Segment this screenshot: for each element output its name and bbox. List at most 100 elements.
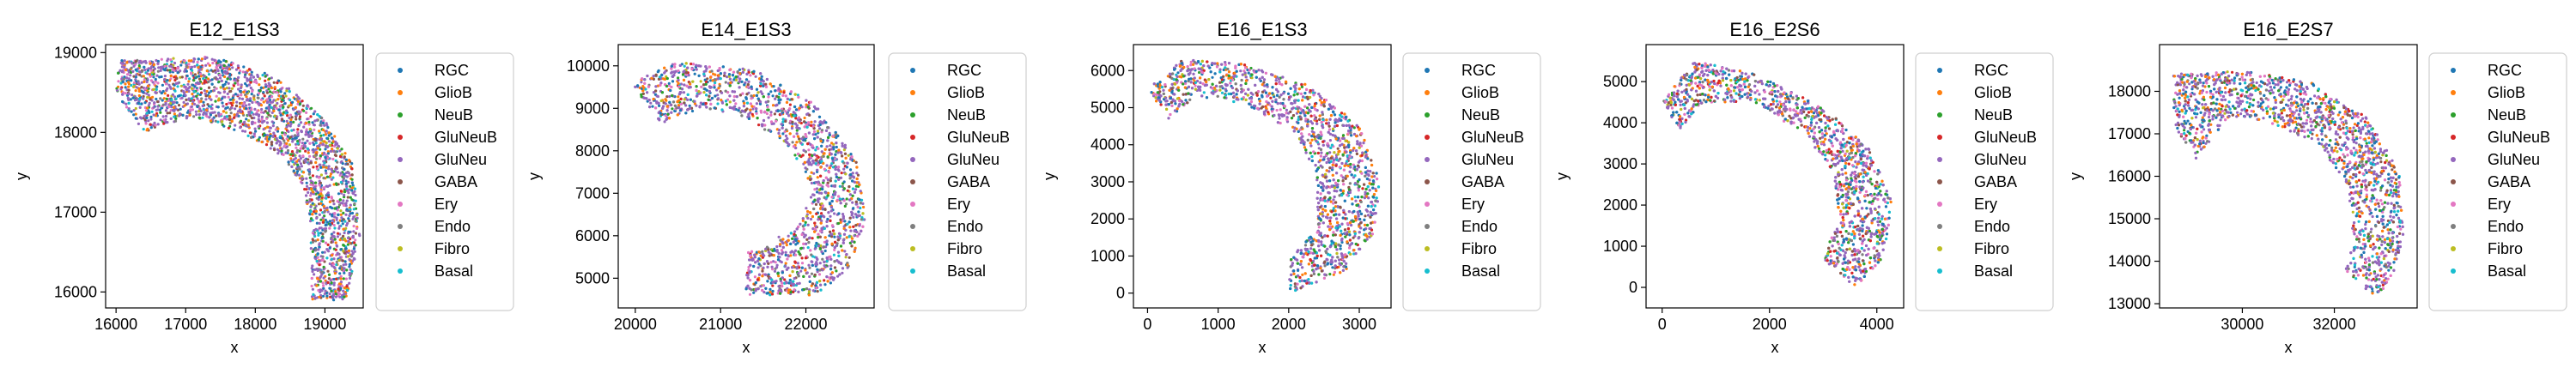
cell-point: [741, 67, 744, 70]
cell-point: [347, 180, 350, 184]
cell-point: [342, 234, 345, 238]
cell-point: [302, 109, 306, 112]
cell-point: [821, 214, 824, 218]
cell-point: [156, 123, 160, 126]
cell-point: [120, 77, 124, 81]
cell-point: [820, 191, 823, 195]
cell-point: [682, 91, 686, 94]
cell-point: [262, 128, 265, 131]
cell-point: [294, 161, 297, 165]
cell-point: [256, 109, 259, 112]
cell-point: [844, 156, 848, 160]
cell-point: [805, 135, 808, 138]
cell-point: [332, 277, 336, 281]
cell-point: [249, 81, 252, 84]
cell-point: [348, 271, 351, 275]
cell-point: [744, 81, 747, 85]
cell-point: [822, 181, 825, 184]
cell-point: [771, 280, 775, 284]
cell-point: [345, 182, 349, 185]
cell-point: [228, 118, 231, 122]
cell-point: [239, 106, 242, 109]
cell-point: [318, 226, 321, 230]
cell-point: [162, 118, 166, 122]
cell-point: [747, 112, 750, 116]
cell-point: [132, 75, 136, 78]
cell-point: [758, 100, 762, 104]
cell-point: [670, 111, 673, 114]
cell-point: [818, 121, 822, 124]
cell-point: [826, 155, 829, 159]
cell-point: [233, 113, 236, 117]
x-tick-label: 19000: [303, 316, 346, 333]
cell-point: [284, 112, 288, 115]
cell-point: [343, 152, 347, 155]
cell-point: [199, 75, 203, 78]
cell-point: [350, 186, 354, 190]
cell-point: [793, 135, 796, 138]
cell-point: [831, 134, 835, 137]
cell-point: [169, 109, 173, 112]
cell-point: [785, 134, 788, 138]
cell-point: [671, 100, 676, 104]
cell-point: [317, 280, 320, 283]
cell-point: [862, 205, 866, 209]
cell-point: [344, 247, 348, 250]
cell-point: [775, 263, 779, 267]
cell-point: [731, 90, 734, 93]
cell-point: [827, 191, 830, 195]
cell-point: [245, 118, 248, 121]
cell-point: [757, 257, 761, 261]
cell-point: [264, 75, 267, 78]
cell-point: [326, 167, 331, 171]
cell-point: [811, 263, 814, 267]
cell-point: [299, 157, 302, 160]
cell-point: [724, 81, 727, 84]
cell-point: [786, 112, 789, 115]
cell-point: [343, 271, 346, 274]
cell-point: [228, 67, 231, 70]
cell-point: [811, 154, 814, 157]
cell-point: [677, 104, 681, 107]
cell-point: [250, 136, 253, 139]
cell-point: [319, 186, 323, 190]
cell-point: [167, 93, 170, 97]
cell-point: [221, 97, 224, 100]
cell-point: [793, 122, 798, 125]
panel-title: E14_E1S3: [701, 19, 791, 40]
cell-point: [215, 94, 218, 98]
cell-point: [155, 97, 158, 101]
legend-marker-gluneub: [398, 135, 403, 140]
cell-point: [348, 219, 351, 223]
cell-point: [245, 107, 248, 111]
cell-point: [776, 109, 780, 112]
cell-point: [259, 104, 263, 107]
cell-point: [311, 238, 314, 241]
cell-point: [737, 109, 740, 112]
cell-point: [811, 193, 815, 196]
cell-point: [766, 280, 769, 283]
cell-point: [240, 110, 243, 113]
cell-point: [816, 290, 819, 293]
legend: RGCGlioBNeuBGluNeuBGluNeuGABAEryEndoFibr…: [375, 52, 514, 311]
cell-point: [264, 110, 267, 113]
cell-point: [318, 130, 321, 133]
cell-point: [815, 280, 819, 284]
cell-point: [808, 153, 811, 156]
cell-point: [264, 143, 269, 147]
y-tick-label: 16000: [54, 283, 97, 300]
cell-point: [348, 262, 351, 266]
cell-point: [765, 112, 769, 116]
cell-point: [838, 184, 841, 188]
cell-point: [808, 274, 811, 279]
cell-point: [127, 88, 131, 92]
cell-point: [332, 283, 336, 286]
cell-point: [134, 117, 137, 120]
cell-point: [170, 106, 173, 109]
cell-point: [720, 91, 724, 94]
cell-point: [805, 99, 808, 102]
cell-point: [678, 63, 682, 67]
cell-point: [848, 185, 851, 189]
cell-point: [330, 167, 333, 171]
cell-point: [191, 65, 194, 69]
